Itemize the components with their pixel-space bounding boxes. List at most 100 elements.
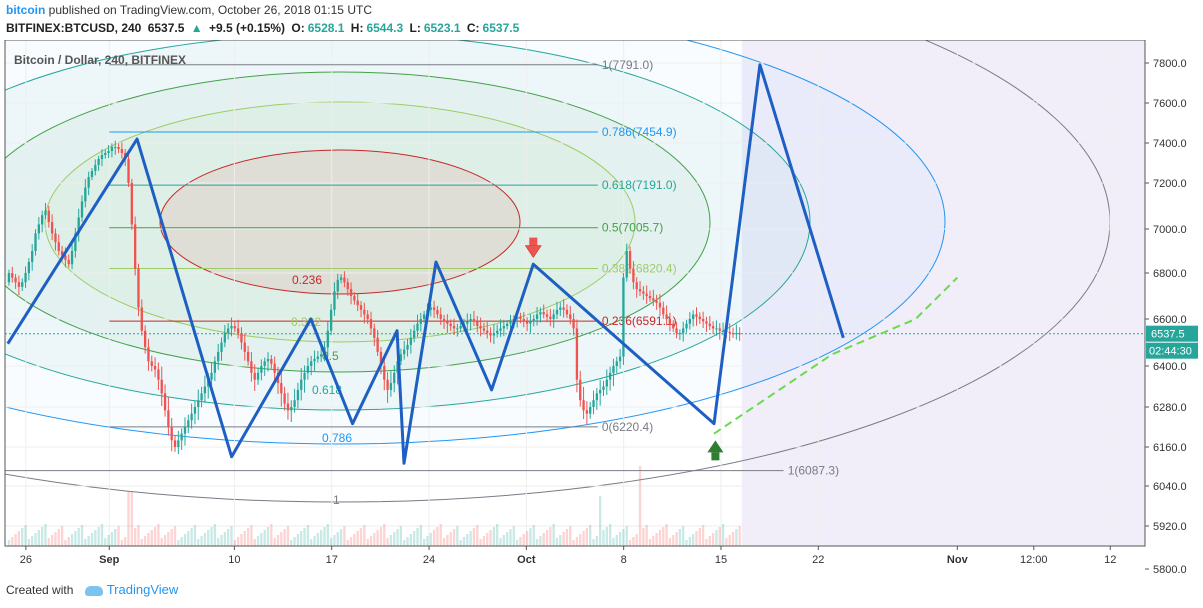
volume-bar bbox=[502, 535, 506, 546]
candle-body bbox=[728, 331, 731, 334]
candle-body bbox=[193, 407, 197, 414]
candle-body bbox=[715, 328, 718, 330]
volume-bar bbox=[539, 536, 542, 546]
y-tick-label: 6600.0 bbox=[1153, 314, 1187, 326]
symbol-label[interactable]: BITFINEX:BTCUSD, 240 bbox=[6, 21, 142, 35]
candle-body bbox=[80, 201, 84, 218]
candle-body bbox=[197, 400, 200, 407]
volume-bar bbox=[114, 529, 117, 546]
candle-body bbox=[482, 328, 486, 331]
volume-bar bbox=[163, 535, 167, 546]
candle-body bbox=[459, 326, 462, 329]
candle-body bbox=[150, 361, 153, 366]
volume-bar bbox=[506, 532, 509, 546]
candle-body bbox=[602, 386, 605, 390]
volume-bar bbox=[40, 527, 44, 546]
candle-body bbox=[353, 296, 356, 301]
candle-body bbox=[499, 328, 502, 331]
chart-area[interactable]: 1(7791.0) 0.786(7454.9) 0.618(7191.0) 0.5(7… bbox=[0, 39, 1203, 581]
candle-body bbox=[143, 330, 147, 348]
volume-bar bbox=[622, 529, 625, 546]
candle-body bbox=[356, 300, 359, 306]
candle-body bbox=[638, 289, 642, 292]
candle-body bbox=[509, 321, 512, 324]
candle-body bbox=[31, 251, 34, 262]
volume-bar bbox=[127, 491, 130, 546]
candle-body bbox=[615, 361, 618, 366]
candle-body bbox=[446, 321, 449, 324]
pattern-line bbox=[6, 63, 845, 465]
volume-bar bbox=[220, 535, 223, 546]
candle-body bbox=[708, 323, 711, 327]
candle-body bbox=[306, 366, 310, 373]
candle-body bbox=[40, 215, 44, 225]
high-label: H: bbox=[350, 21, 364, 35]
candle-body bbox=[466, 321, 469, 324]
candle-body bbox=[622, 277, 625, 357]
volume-bar bbox=[728, 535, 731, 546]
x-tick-label: Sep bbox=[99, 554, 119, 566]
volume-bar bbox=[731, 532, 735, 546]
candle-body bbox=[589, 407, 592, 414]
candle-body bbox=[496, 330, 499, 334]
volume-bar bbox=[515, 540, 519, 546]
tradingview-link[interactable]: TradingView bbox=[106, 582, 179, 597]
candle-body bbox=[572, 319, 575, 329]
candle-body bbox=[442, 319, 446, 322]
candle-body bbox=[628, 251, 632, 269]
volume-bar bbox=[572, 540, 575, 546]
candle-body bbox=[738, 333, 741, 335]
fib-level-label: 0.382(6820.4) bbox=[602, 262, 677, 276]
volume-bar bbox=[24, 525, 27, 546]
volume-bar bbox=[34, 533, 37, 546]
candle-body bbox=[47, 210, 50, 223]
volume-bar bbox=[14, 534, 17, 546]
candle-body bbox=[346, 282, 349, 290]
candle-body bbox=[532, 319, 535, 322]
volume-bar bbox=[429, 533, 432, 546]
candle-body bbox=[87, 177, 90, 188]
y-tick-label: 5920.0 bbox=[1153, 521, 1187, 533]
candle-body bbox=[7, 273, 11, 283]
candle-body bbox=[502, 326, 506, 329]
volume-bar bbox=[682, 526, 685, 546]
candle-body bbox=[469, 319, 472, 322]
candle-body bbox=[140, 307, 143, 331]
candle-body bbox=[300, 379, 303, 390]
volume-bar bbox=[177, 540, 180, 546]
volume-bar bbox=[422, 539, 426, 546]
candle-body bbox=[280, 383, 283, 394]
candle-body bbox=[250, 361, 253, 373]
volume-bar bbox=[356, 531, 359, 546]
volume-bar bbox=[525, 531, 529, 546]
fib-level-label: 0.236(6591.1) bbox=[602, 314, 677, 328]
volume-bar bbox=[173, 526, 177, 546]
chart-header: bitcoin published on TradingView.com, Oc… bbox=[0, 0, 1203, 40]
volume-bar bbox=[223, 532, 227, 546]
volume-bar bbox=[323, 527, 326, 546]
future-shade bbox=[741, 40, 1145, 546]
candle-body bbox=[200, 393, 203, 401]
candle-body bbox=[486, 330, 489, 334]
candle-body bbox=[718, 328, 721, 331]
volume-bar bbox=[648, 539, 652, 546]
volume-bar bbox=[589, 525, 592, 546]
fib-ellipse bbox=[5, 71, 711, 373]
candle-body bbox=[409, 337, 413, 345]
volume-bar bbox=[107, 535, 110, 546]
candle-body bbox=[153, 366, 157, 370]
candle-body bbox=[210, 372, 213, 380]
candle-body bbox=[592, 400, 595, 407]
volume-bar bbox=[303, 528, 306, 546]
volume-bar bbox=[615, 535, 618, 546]
volume-bar bbox=[628, 540, 632, 546]
candle-body bbox=[575, 328, 579, 380]
price-chart[interactable]: 1(7791.0) 0.786(7454.9) 0.618(7191.0) 0.5(7… bbox=[0, 39, 1203, 576]
publisher-link[interactable]: bitcoin bbox=[6, 3, 46, 17]
volume-bar bbox=[217, 538, 220, 546]
volume-bar bbox=[409, 534, 413, 546]
volume-bar bbox=[688, 537, 692, 546]
candle-body bbox=[419, 319, 422, 324]
candle-body bbox=[147, 347, 150, 362]
up-arrow-icon: ▲ bbox=[190, 21, 203, 35]
